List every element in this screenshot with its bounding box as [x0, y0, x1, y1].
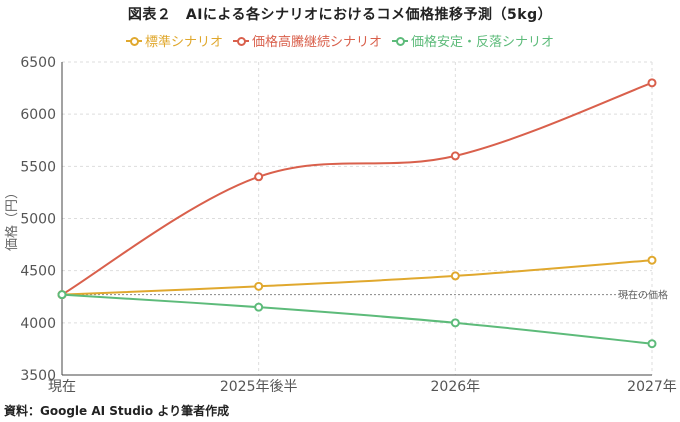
y-tick-label: 3500	[20, 368, 56, 384]
data-point-decline	[57, 290, 67, 300]
series-surge	[57, 78, 657, 300]
data-point-surge	[647, 78, 657, 88]
y-tick-label: 5500	[20, 159, 56, 175]
source-note: 資料：Google AI Studio より筆者作成	[4, 404, 230, 418]
data-point-decline	[647, 339, 657, 349]
data-point-standard	[254, 281, 264, 291]
series-decline	[57, 290, 657, 349]
legend-swatch-standard	[125, 36, 142, 46]
x-tick-label: 2026年	[431, 379, 481, 395]
data-point-decline	[254, 302, 264, 312]
series-line-standard	[61, 259, 653, 296]
x-tick-label: 2025年後半	[220, 379, 298, 395]
legend-label-surge: 価格高騰継続シナリオ	[251, 35, 382, 50]
x-tick-label: 現在	[48, 379, 76, 395]
y-tick-label: 6500	[20, 55, 56, 71]
legend-item-surge[interactable]: 価格高騰継続シナリオ	[232, 31, 382, 50]
series-line-decline	[61, 293, 653, 345]
data-point-standard	[450, 271, 460, 281]
legend-item-standard[interactable]: 標準シナリオ	[125, 31, 223, 50]
series-line-surge	[61, 81, 653, 296]
legend-swatch-decline	[392, 36, 408, 46]
legend: 標準シナリオ 価格高騰継続シナリオ 価格安定・反落シナリオ	[0, 31, 680, 50]
y-axis-label: 価格（円）	[4, 186, 20, 251]
y-tick-label: 5000	[20, 212, 56, 228]
line-chart: 3500 4000 4500 5000 5500 6000 6500 現在 2025年後半 202…	[4, 55, 677, 395]
y-tick-label: 4500	[20, 264, 56, 280]
legend-item-decline[interactable]: 価格安定・反落シナリオ	[392, 31, 554, 50]
data-point-surge	[254, 172, 264, 182]
reference-line-label: 現在の価格	[618, 289, 668, 302]
data-point-surge	[450, 151, 460, 161]
series-standard	[57, 255, 657, 300]
legend-label-decline: 価格安定・反落シナリオ	[411, 35, 555, 50]
x-tick-label: 2027年	[627, 379, 677, 395]
data-point-standard	[647, 255, 657, 265]
legend-label-standard: 標準シナリオ	[144, 35, 223, 50]
data-point-decline	[450, 318, 460, 328]
y-tick-label: 6000	[20, 107, 56, 123]
legend-swatch-surge	[232, 36, 249, 46]
y-tick-label: 4000	[20, 316, 56, 332]
chart-title: 図表２ AIによる各シナリオにおけるコメ価格推移予測（5kg）	[127, 7, 553, 23]
